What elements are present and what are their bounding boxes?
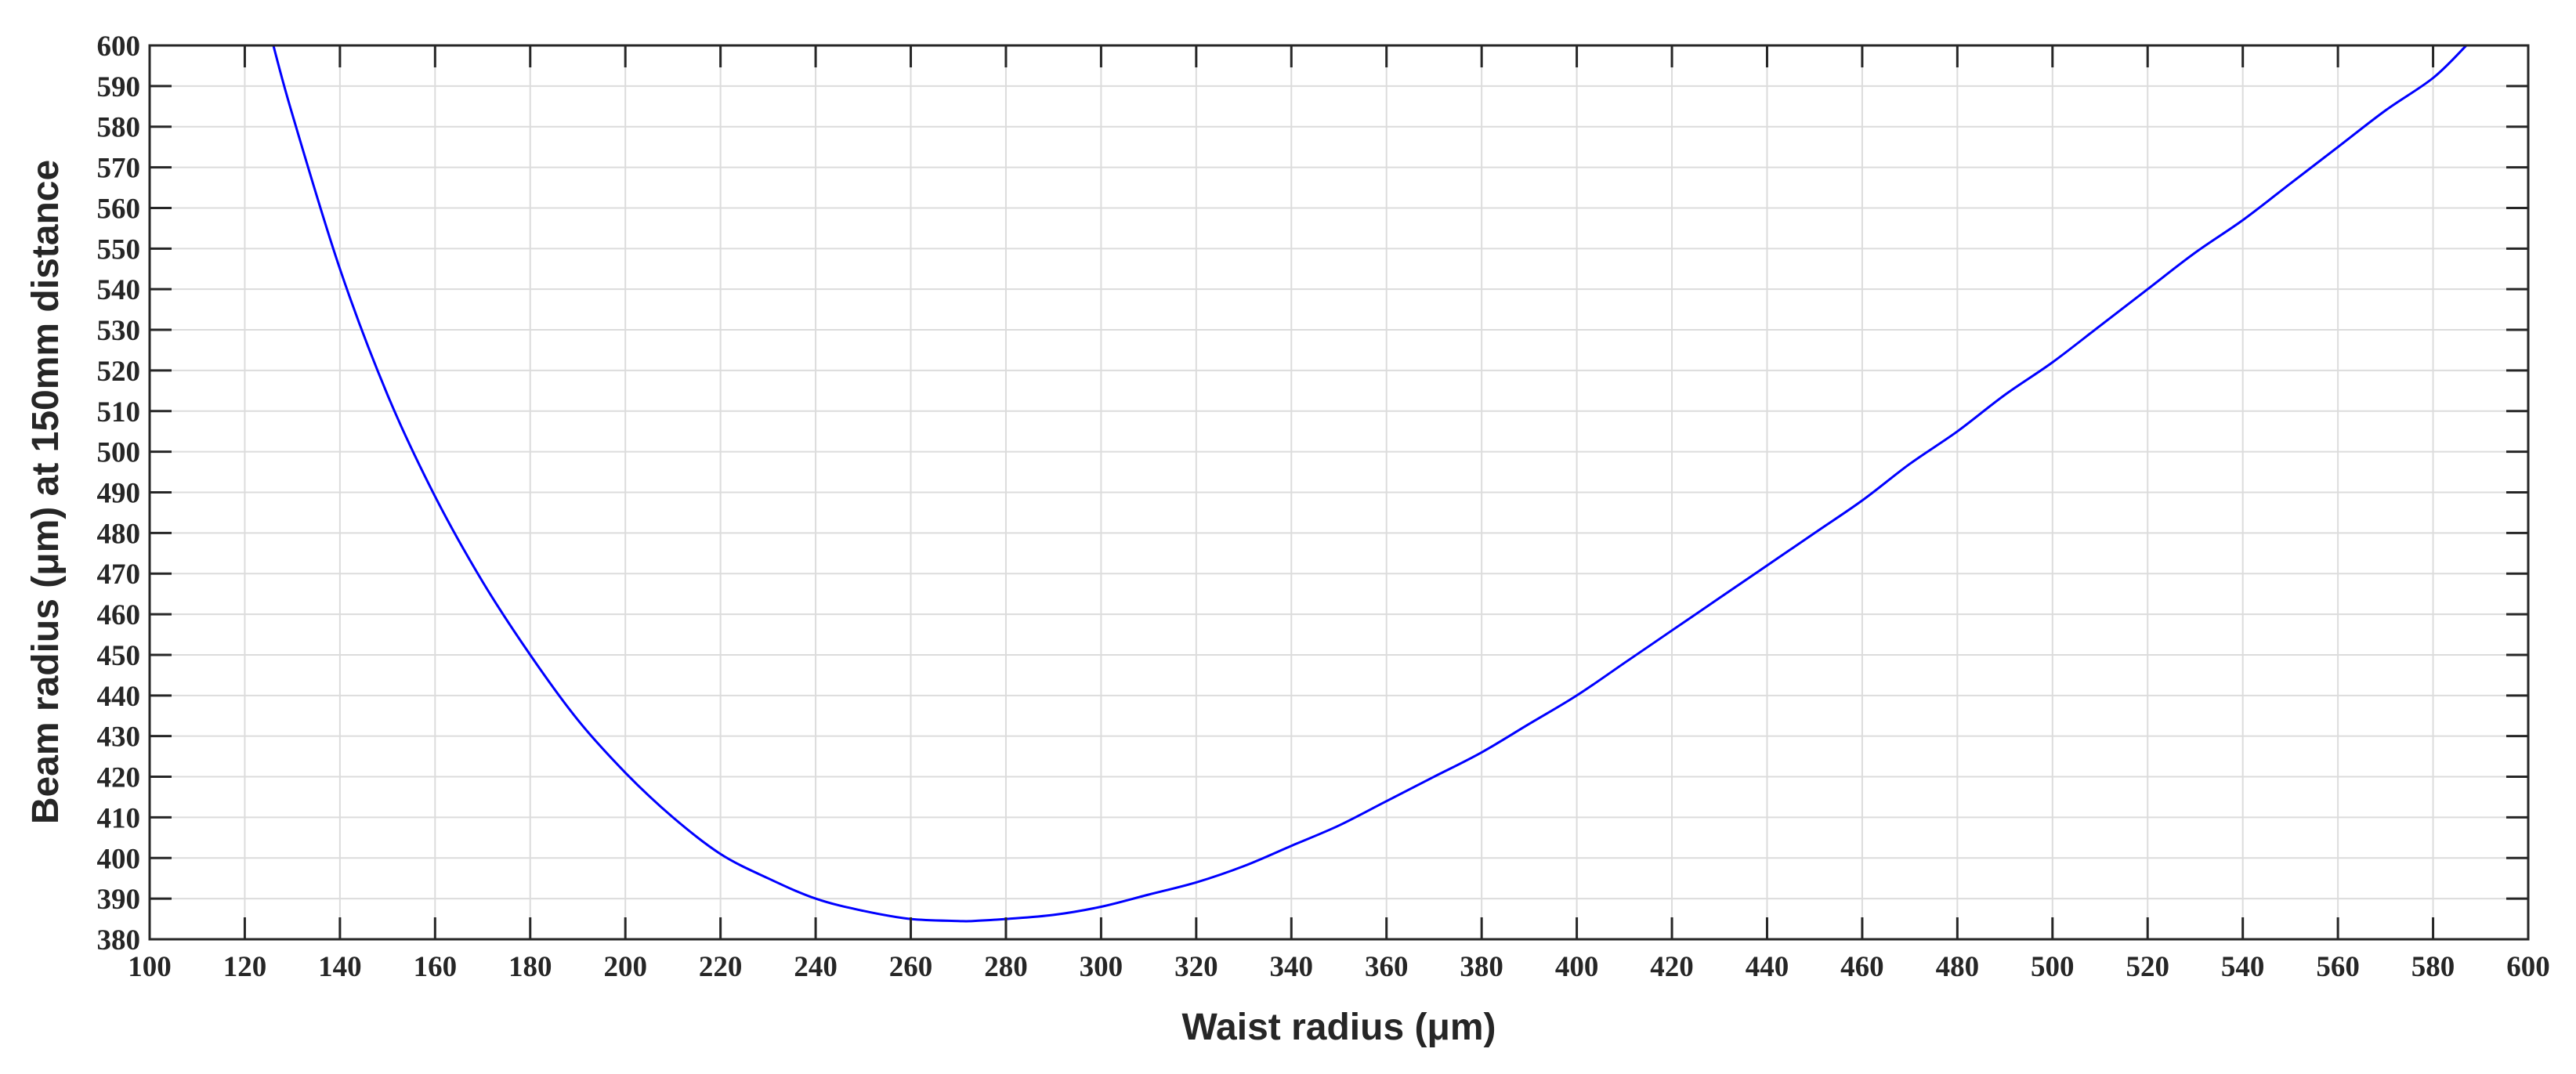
x-tick-label: 360: [1365, 951, 1409, 983]
y-tick-label: 560: [97, 193, 141, 225]
y-tick-label: 530: [97, 315, 141, 347]
y-tick-label: 550: [97, 233, 141, 266]
data-point: [2052, 362, 2053, 363]
data-point: [1576, 695, 1577, 696]
data-point: [958, 920, 959, 921]
data-point: [2147, 289, 2148, 290]
y-tick-label: 400: [97, 843, 141, 875]
series-line-0: [272, 44, 2468, 923]
x-tick-label: 280: [984, 951, 1028, 983]
data-point: [292, 114, 293, 115]
y-tick-label: 460: [97, 599, 141, 631]
x-tick-label: 580: [2411, 951, 2455, 983]
y-tick-label: 430: [97, 721, 141, 754]
data-point: [387, 395, 388, 396]
y-tick-label: 420: [97, 762, 141, 794]
y-tick-label: 600: [97, 31, 141, 63]
x-tick-label: 340: [1270, 951, 1314, 983]
y-tick-label: 390: [97, 884, 141, 916]
data-point: [2242, 220, 2243, 221]
data-point: [1339, 825, 1340, 826]
y-tick-label: 480: [97, 518, 141, 550]
y-tick-label: 450: [97, 640, 141, 672]
data-point: [577, 719, 578, 720]
y-tick-labels: 380 390 400 410 420 430 440 450 460 470 480 490 500 5…: [97, 31, 141, 956]
y-tick-label: 410: [97, 802, 141, 834]
data-point: [2338, 146, 2339, 147]
data-point: [720, 854, 721, 855]
data-point: [2005, 395, 2006, 396]
data-point: [435, 496, 436, 497]
x-tick-label: 540: [2221, 951, 2265, 983]
data-point: [1909, 464, 1910, 465]
x-tick-label: 180: [508, 951, 552, 983]
x-tick-label: 560: [2316, 951, 2360, 983]
x-tick-label: 440: [1746, 951, 1789, 983]
x-tick-label: 160: [414, 951, 458, 983]
y-tick-label: 580: [97, 112, 141, 144]
data-point: [2385, 110, 2386, 111]
y-tick-label: 570: [97, 153, 141, 185]
x-tick-label: 400: [1555, 951, 1599, 983]
grid: [150, 45, 2528, 939]
data-point: [1672, 630, 1673, 631]
y-tick-label: 510: [97, 396, 141, 429]
x-tick-label: 520: [2126, 951, 2169, 983]
x-tick-label: 220: [699, 951, 743, 983]
x-tick-label: 120: [223, 951, 267, 983]
data-point: [1434, 776, 1435, 777]
data-point: [2195, 252, 2196, 253]
x-tick-label: 380: [1460, 951, 1503, 983]
x-tick-label: 240: [794, 951, 838, 983]
ticks: [148, 44, 2530, 941]
y-tick-label: 540: [97, 274, 141, 306]
x-tick-label: 420: [1650, 951, 1694, 983]
y-tick-label: 380: [97, 924, 141, 956]
data-point: [1291, 845, 1292, 846]
x-tick-label: 300: [1080, 951, 1123, 983]
data-point: [972, 920, 973, 921]
y-tick-label: 490: [97, 478, 141, 510]
data-point: [672, 817, 673, 818]
data-point: [2290, 183, 2291, 184]
data-point: [1957, 431, 1958, 432]
x-tick-label: 200: [603, 951, 647, 983]
data-point: [1053, 914, 1054, 915]
data-point: [1624, 663, 1625, 664]
x-tick-label: 600: [2506, 951, 2550, 983]
y-tick-label: 440: [97, 681, 141, 713]
x-tick-label: 320: [1174, 951, 1218, 983]
y-tick-label: 500: [97, 437, 141, 469]
data-point: [625, 772, 626, 773]
x-tick-label: 260: [889, 951, 933, 983]
x-tick-label: 100: [128, 951, 172, 983]
y-axis-title: Beam radius (μm) at 150mm distance: [25, 160, 67, 824]
x-tick-label: 500: [2031, 951, 2075, 983]
x-tick-label: 460: [1840, 951, 1884, 983]
y-tick-label: 590: [97, 71, 141, 103]
x-axis-title: Waist radius (μm): [1182, 1007, 1496, 1048]
series-group: [272, 44, 2468, 923]
y-tick-label: 520: [97, 356, 141, 388]
y-tick-label: 470: [97, 559, 141, 591]
data-point: [1101, 906, 1102, 907]
x-tick-labels: 100 120 140 160 180 200 220 240 260 280 300 320 340 3…: [128, 951, 2550, 983]
x-tick-label: 480: [1936, 951, 1980, 983]
data-point: [1861, 500, 1862, 501]
x-tick-label: 140: [318, 951, 362, 983]
data-point: [768, 878, 769, 879]
